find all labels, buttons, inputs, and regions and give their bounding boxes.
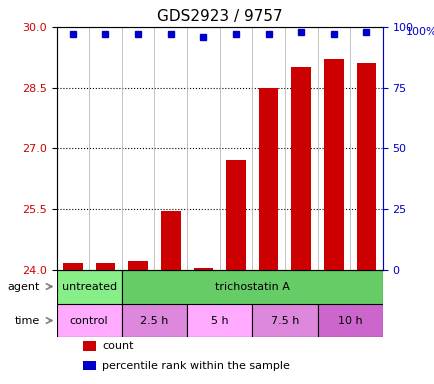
FancyBboxPatch shape: [56, 303, 122, 338]
Text: count: count: [102, 341, 133, 351]
FancyBboxPatch shape: [122, 303, 187, 338]
FancyBboxPatch shape: [56, 270, 122, 303]
Text: time: time: [15, 316, 40, 326]
Text: trichostatin A: trichostatin A: [214, 281, 289, 291]
Bar: [82, 361, 95, 371]
Text: 10 h: 10 h: [337, 316, 362, 326]
Text: untreated: untreated: [62, 281, 116, 291]
Text: percentile rank within the sample: percentile rank within the sample: [102, 361, 289, 371]
Text: agent: agent: [8, 281, 40, 291]
Bar: [226, 161, 245, 270]
Bar: [63, 263, 82, 270]
Bar: [161, 211, 180, 270]
Bar: [291, 67, 310, 270]
Text: control: control: [70, 316, 108, 326]
Title: GDS2923 / 9757: GDS2923 / 9757: [157, 9, 282, 24]
FancyBboxPatch shape: [122, 270, 382, 303]
FancyBboxPatch shape: [187, 303, 252, 338]
Bar: [258, 88, 278, 270]
Text: 5 h: 5 h: [210, 316, 228, 326]
Bar: [193, 268, 213, 270]
Bar: [323, 59, 343, 270]
Bar: [128, 262, 148, 270]
FancyBboxPatch shape: [252, 303, 317, 338]
Text: 7.5 h: 7.5 h: [270, 316, 299, 326]
Bar: [82, 341, 95, 351]
FancyBboxPatch shape: [317, 303, 382, 338]
Bar: [356, 63, 375, 270]
Bar: [95, 263, 115, 270]
Text: 100%: 100%: [405, 27, 434, 37]
Text: 2.5 h: 2.5 h: [140, 316, 168, 326]
